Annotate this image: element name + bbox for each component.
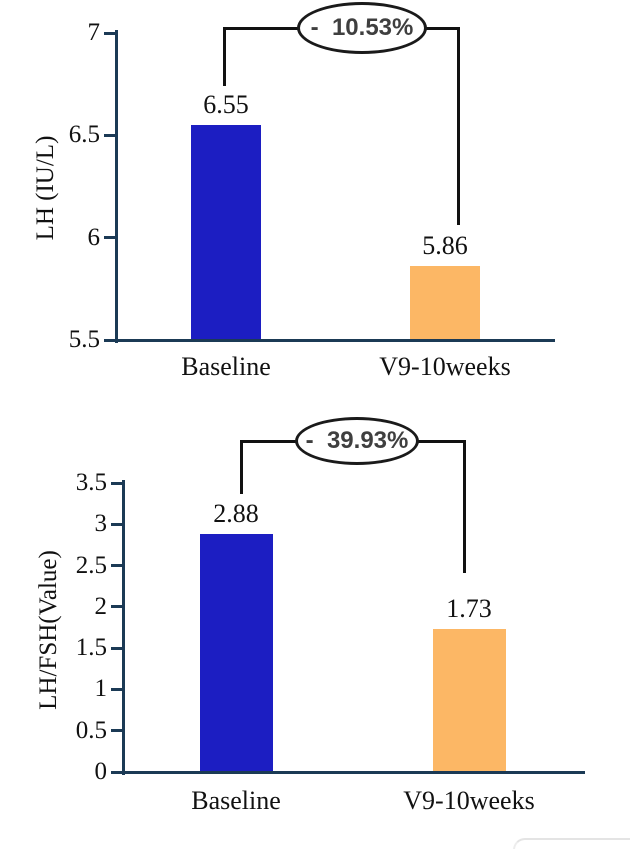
x-category-label: V9-10weeks xyxy=(403,786,535,815)
bracket-left-drop-line xyxy=(223,28,226,86)
percent-change-label: - 10.53% xyxy=(310,14,414,41)
y-axis-tick-label: 3.5 xyxy=(75,469,107,496)
percent-change-ellipse: - 10.53% xyxy=(297,2,427,54)
bar-v9-10weeks xyxy=(410,266,480,340)
y-axis-tick xyxy=(111,729,122,733)
y-axis-tick xyxy=(111,770,122,774)
bar-baseline xyxy=(191,125,261,340)
y-axis-tick-label: 0.5 xyxy=(75,716,107,744)
x-category-label: V9-10weeks xyxy=(379,352,511,381)
y-axis-tick xyxy=(111,564,122,568)
x-axis-line xyxy=(122,771,585,774)
y-axis-tick xyxy=(111,646,122,650)
bracket-left-drop-line xyxy=(240,441,243,494)
y-axis-tick xyxy=(111,687,122,691)
x-category-label: Baseline xyxy=(181,352,271,381)
percent-change-label: - 39.93% xyxy=(305,427,409,454)
bar-v9-10weeks xyxy=(432,629,506,772)
y-axis-tick-label: 1.5 xyxy=(75,634,107,662)
y-axis-tick-label: 6 xyxy=(87,223,101,251)
bar-value-label: 1.73 xyxy=(446,594,492,624)
x-category-label: Baseline xyxy=(191,786,281,815)
y-axis-line xyxy=(115,30,118,343)
y-axis-tick-label: 5.5 xyxy=(68,326,100,353)
y-axis-tick xyxy=(111,605,122,609)
y-axis-tick-label: 1 xyxy=(94,675,108,703)
y-axis-tick-label: 2 xyxy=(94,592,108,620)
bar-value-label: 5.86 xyxy=(422,231,468,261)
y-axis-tick-label: 6.5 xyxy=(68,121,100,149)
y-axis-line xyxy=(122,480,125,775)
percent-change-ellipse: - 39.93% xyxy=(295,417,419,465)
bracket-right-drop-line xyxy=(457,28,460,225)
y-axis-tick-label: 2.5 xyxy=(75,551,107,579)
y-axis-tick xyxy=(104,338,115,342)
x-axis-line xyxy=(115,339,555,342)
cropped-card-edge xyxy=(513,838,630,849)
y-axis-tick xyxy=(104,133,115,137)
y-axis-tick-label: 3 xyxy=(94,510,108,538)
bar-baseline xyxy=(199,534,273,772)
y-axis-tick xyxy=(111,481,122,485)
y-axis-tick xyxy=(104,236,115,240)
y-axis-tick-label: 0 xyxy=(94,758,108,785)
bar-value-label: 2.88 xyxy=(213,499,259,529)
bracket-right-drop-line xyxy=(463,441,466,573)
y-axis-tick xyxy=(104,31,115,35)
y-axis-tick xyxy=(111,522,122,526)
y-axis-tick-label: 7 xyxy=(87,19,101,46)
bar-value-label: 6.55 xyxy=(203,90,249,120)
